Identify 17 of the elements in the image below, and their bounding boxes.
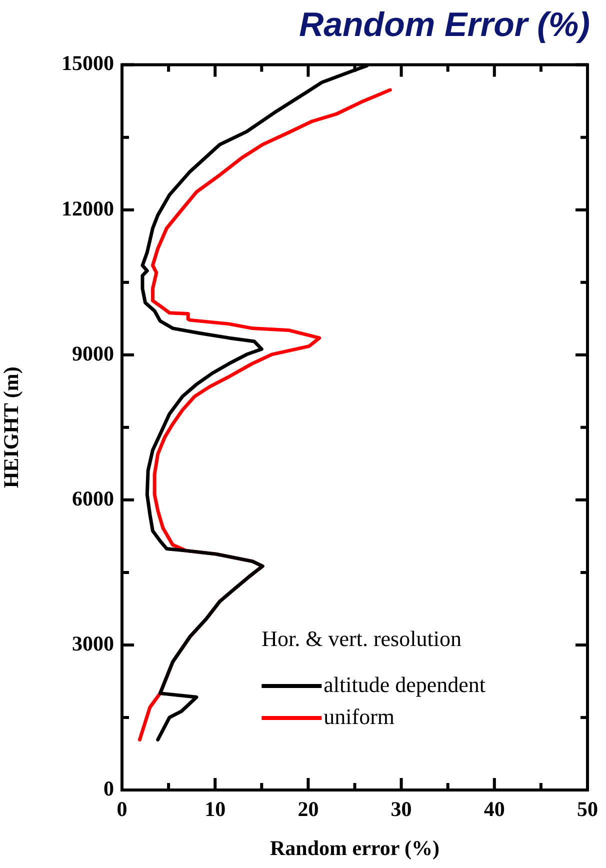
x-axis-title: Random error (%) (270, 836, 440, 860)
chart-title: Random Error (%) (299, 6, 590, 44)
legend-title: Hor. & vert. resolution (262, 626, 462, 651)
y-tick-label: 9000 (72, 341, 114, 366)
legend-label: uniform (324, 704, 395, 729)
y-axis-title: HEIGHT (m) (0, 366, 24, 488)
y-tick-label: 0 (104, 776, 114, 800)
legend-label: altitude dependent (324, 672, 486, 697)
y-tick-label: 12000 (62, 196, 114, 220)
y-tick-label: 3000 (72, 631, 114, 656)
x-tick-label: 40 (484, 797, 505, 822)
x-tick-label: 10 (204, 797, 226, 822)
y-tick-label: 6000 (72, 486, 114, 510)
y-tick-label: 15000 (62, 51, 114, 76)
x-tick-label: 30 (390, 797, 412, 822)
x-tick-label: 20 (298, 797, 319, 822)
x-tick-label: 50 (577, 797, 598, 822)
